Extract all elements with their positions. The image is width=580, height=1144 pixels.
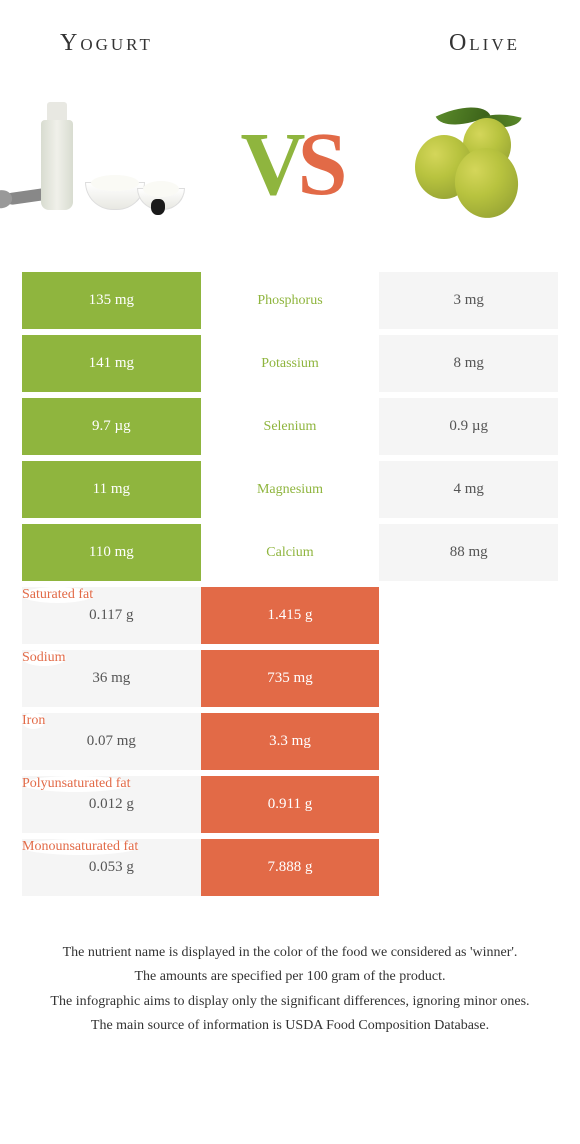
yogurt-value-cell: 141 mg xyxy=(22,335,201,392)
footer-line: The nutrient name is displayed in the co… xyxy=(40,942,540,964)
yogurt-value-cell: 0.07 mg xyxy=(22,713,201,770)
table-row: 0.07 mgIron 3.3 mg xyxy=(22,713,558,770)
olive-value-cell: 7.888 g xyxy=(201,839,380,896)
nutrient-name-cell: Calcium xyxy=(201,524,380,581)
nutrient-name-cell: Phosphorus xyxy=(201,272,380,329)
header: Yogurt Olive xyxy=(0,0,580,72)
footer-line: The amounts are specified per 100 gram o… xyxy=(40,966,540,988)
table-row: 0.117 gSaturated fat1.415 g xyxy=(22,587,558,644)
vs-s: S xyxy=(297,115,339,214)
table-row: 141 mgPotassium8 mg xyxy=(22,335,558,392)
nutrient-name-cell: Selenium xyxy=(201,398,380,455)
footer-line: The main source of information is USDA F… xyxy=(40,1015,540,1037)
olive-image xyxy=(380,77,555,252)
table-row: 11 mgMagnesium4 mg xyxy=(22,461,558,518)
olive-value-cell: 0.911 g xyxy=(201,776,380,833)
olive-value-cell: 735 mg xyxy=(201,650,380,707)
olive-value-cell: 4 mg xyxy=(379,461,558,518)
nutrient-name-cell: Saturated fat xyxy=(22,587,93,603)
olive-value-cell: 8 mg xyxy=(379,335,558,392)
table-row: 110 mgCalcium88 mg xyxy=(22,524,558,581)
yogurt-title: Yogurt xyxy=(60,30,153,57)
olive-value-cell: 3.3 mg xyxy=(201,713,380,770)
table-row: 0.012 gPolyunsaturated fat0.911 g xyxy=(22,776,558,833)
nutrient-name-cell: Polyunsaturated fat xyxy=(22,776,130,792)
olive-value-cell: 88 mg xyxy=(379,524,558,581)
vs-v: V xyxy=(240,115,297,214)
yogurt-value-cell: 11 mg xyxy=(22,461,201,518)
olive-value-cell: 0.9 µg xyxy=(379,398,558,455)
images-row: VS xyxy=(0,72,580,272)
table-row: 9.7 µgSelenium0.9 µg xyxy=(22,398,558,455)
olive-value-cell: 1.415 g xyxy=(201,587,380,644)
table-row: 0.053 gMonounsaturated fat7.888 g xyxy=(22,839,558,896)
yogurt-image xyxy=(25,77,200,252)
vs-label: VS xyxy=(240,120,339,210)
footer-notes: The nutrient name is displayed in the co… xyxy=(0,902,580,1038)
nutrient-name-cell: Magnesium xyxy=(201,461,380,518)
table-row: 135 mgPhosphorus3 mg xyxy=(22,272,558,329)
nutrient-name-cell: Iron xyxy=(22,713,45,729)
yogurt-value-cell: 135 mg xyxy=(22,272,201,329)
nutrient-name-cell: Monounsaturated fat xyxy=(22,839,138,855)
olive-value-cell: 3 mg xyxy=(379,272,558,329)
yogurt-value-cell: 9.7 µg xyxy=(22,398,201,455)
yogurt-value-cell: 110 mg xyxy=(22,524,201,581)
nutrient-table: 135 mgPhosphorus3 mg 141 mgPotassium8 mg 9… xyxy=(0,272,580,896)
olive-title: Olive xyxy=(449,30,520,57)
nutrient-name-cell: Potassium xyxy=(201,335,380,392)
nutrient-name-cell: Sodium xyxy=(22,650,66,666)
table-row: 36 mgSodium735 mg xyxy=(22,650,558,707)
footer-line: The infographic aims to display only the… xyxy=(40,991,540,1013)
